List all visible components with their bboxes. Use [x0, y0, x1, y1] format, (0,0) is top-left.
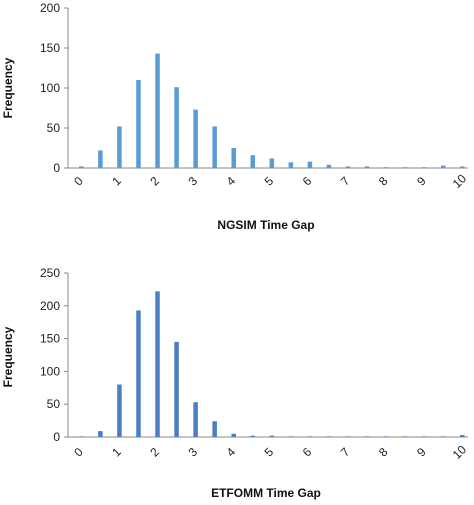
- bar: [383, 436, 389, 437]
- bar: [307, 436, 313, 437]
- bar: [250, 155, 256, 168]
- bar: [212, 126, 217, 168]
- x-tick-label: 1: [109, 445, 124, 460]
- bar: [269, 158, 275, 168]
- y-tick-label: 150: [40, 332, 60, 346]
- y-tick-label: 0: [53, 430, 60, 444]
- x-tick-label: 8: [376, 174, 391, 189]
- x-tick-label: 6: [300, 174, 315, 189]
- bar: [421, 167, 427, 168]
- x-tick-label: 10: [450, 442, 470, 462]
- x-tick-label: 10: [450, 171, 470, 191]
- bar: [326, 436, 332, 437]
- bar: [231, 433, 236, 437]
- y-tick-label: 50: [47, 121, 61, 135]
- bar: [212, 421, 217, 437]
- bar: [421, 436, 427, 437]
- x-tick-label: 2: [147, 445, 162, 460]
- x-tick-label: 5: [262, 174, 277, 189]
- bar: [364, 166, 370, 168]
- bar: [288, 436, 294, 437]
- x-tick-label: 4: [224, 174, 239, 189]
- bar: [231, 148, 236, 168]
- y-axis-label: Frequency: [1, 326, 15, 387]
- y-tick-label: 250: [40, 266, 60, 280]
- bar: [440, 165, 446, 168]
- bar: [383, 167, 389, 168]
- y-tick-label: 0: [53, 161, 60, 175]
- x-axis-label: NGSIM Time Gap: [217, 218, 314, 232]
- x-tick-label: 9: [414, 174, 429, 189]
- bar: [79, 166, 84, 168]
- bar: [98, 150, 103, 168]
- plot-area: 0 50 100 150 200 0 1 2 3 4 5 6 7 8 9 10: [40, 1, 469, 191]
- bar: [402, 436, 408, 437]
- x-tick-label: 2: [147, 174, 162, 189]
- bar: [250, 435, 256, 437]
- x-tick-label: 7: [338, 174, 353, 189]
- bar: [460, 435, 465, 437]
- bar: [174, 87, 179, 168]
- x-tick-label: 0: [71, 445, 86, 460]
- bar: [460, 166, 465, 168]
- y-tick-label: 150: [40, 41, 60, 55]
- bar: [136, 80, 141, 168]
- x-tick-label: 6: [300, 445, 315, 460]
- bar: [193, 402, 198, 437]
- etfomm-time-gap-chart: 0 50 100 150 200 250 0 1 2 3 4 5 6 7 8 9 10 Frequency ET…: [1, 266, 469, 500]
- bar: [155, 291, 160, 437]
- bar: [288, 162, 294, 168]
- x-tick-label: 8: [376, 445, 391, 460]
- bar: [269, 435, 275, 437]
- x-tick-label: 9: [414, 445, 429, 460]
- x-tick-label: 7: [338, 445, 353, 460]
- bar: [117, 384, 122, 437]
- x-tick-label: 1: [109, 174, 124, 189]
- x-tick-label: 0: [71, 174, 86, 189]
- bar: [402, 167, 408, 168]
- x-tick-label: 4: [224, 445, 239, 460]
- bar: [326, 164, 332, 168]
- bar: [307, 161, 313, 168]
- ngsim-time-gap-chart: 0 50 100 150 200 0 1 2 3 4 5 6 7 8 9 10 Frequency NGSIM…: [1, 1, 469, 232]
- bar: [117, 126, 122, 168]
- x-tick-label: 5: [262, 445, 277, 460]
- x-tick-label: 3: [185, 174, 200, 189]
- bar: [345, 436, 351, 437]
- plot-area: 0 50 100 150 200 250 0 1 2 3 4 5 6 7 8 9 10: [40, 266, 469, 462]
- bar: [155, 53, 160, 168]
- y-tick-label: 100: [40, 364, 60, 378]
- y-tick-label: 50: [47, 397, 61, 411]
- bar: [98, 431, 103, 437]
- bar: [193, 109, 198, 168]
- bar: [364, 436, 370, 437]
- x-tick-label: 3: [185, 445, 200, 460]
- bar: [174, 341, 179, 437]
- y-tick-label: 200: [40, 299, 60, 313]
- y-axis-label: Frequency: [1, 57, 15, 118]
- y-tick-label: 200: [40, 1, 60, 15]
- bar: [79, 436, 84, 437]
- x-axis-label: ETFOMM Time Gap: [211, 486, 321, 500]
- y-tick-label: 100: [40, 81, 60, 95]
- bar: [440, 436, 446, 437]
- bar: [345, 166, 351, 168]
- bar: [136, 310, 141, 437]
